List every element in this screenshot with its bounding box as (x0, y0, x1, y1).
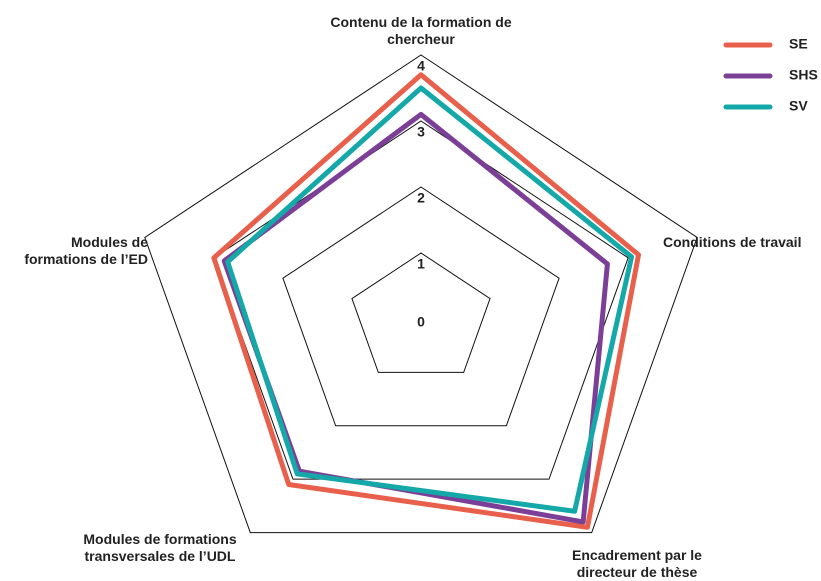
r-tick-label: 0 (417, 314, 425, 330)
axis-label: Conditions de travail (663, 234, 802, 250)
axis-label: Contenu de la formation de chercheur (330, 14, 512, 47)
legend-label: SE (789, 36, 808, 52)
r-tick-label: 1 (417, 256, 425, 272)
legend-label: SV (789, 98, 808, 114)
grid-ring (213, 120, 629, 480)
axis-label: Modules de formations de l’ED (24, 234, 148, 267)
r-tick-label: 4 (417, 58, 425, 74)
grid-ring (282, 186, 560, 427)
grid-ring (144, 54, 698, 534)
axis-label: Encadrement par le directeur de thèse (572, 547, 702, 580)
legend-label: SHS (789, 67, 818, 83)
r-tick-label: 2 (417, 190, 425, 206)
r-tick-label: 3 (417, 124, 425, 140)
grid-ring (351, 252, 491, 373)
series-line (211, 72, 641, 530)
axis-label: Modules de formations transversales de l… (83, 531, 237, 564)
series-line (225, 85, 635, 514)
